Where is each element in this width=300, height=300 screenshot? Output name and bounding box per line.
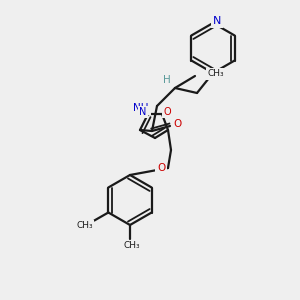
Text: O: O	[163, 107, 171, 117]
Text: N: N	[213, 16, 221, 26]
Text: NH: NH	[134, 103, 149, 113]
Text: O: O	[174, 119, 182, 129]
Text: CH₃: CH₃	[76, 221, 93, 230]
Text: H: H	[163, 75, 171, 85]
Text: N: N	[139, 107, 147, 117]
Text: O: O	[157, 163, 165, 173]
Text: CH₃: CH₃	[124, 242, 140, 250]
Text: CH₃: CH₃	[207, 70, 224, 79]
